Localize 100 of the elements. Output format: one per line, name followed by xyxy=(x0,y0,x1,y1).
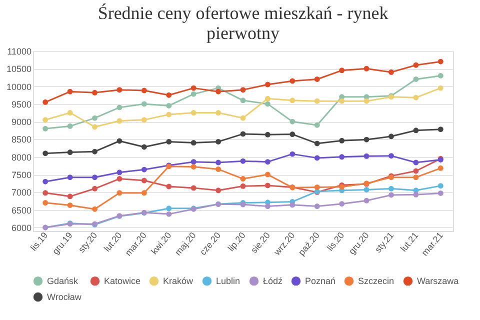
point xyxy=(216,160,222,166)
y-tick-label: 8500 xyxy=(11,134,32,145)
point xyxy=(67,123,73,129)
legend-label: Katowice xyxy=(104,276,141,286)
point xyxy=(264,82,270,88)
point xyxy=(67,174,73,180)
point xyxy=(314,155,320,161)
point xyxy=(116,87,122,93)
point xyxy=(166,206,172,212)
point xyxy=(67,202,73,208)
legend-label: Poznań xyxy=(305,276,336,286)
point xyxy=(339,154,345,160)
point xyxy=(141,190,147,196)
point xyxy=(190,85,196,91)
point xyxy=(42,99,48,105)
point xyxy=(92,115,98,121)
point xyxy=(438,165,444,171)
point xyxy=(141,144,147,150)
text: Średnie ceny ofertowe mieszkań - rynek xyxy=(98,3,388,23)
point xyxy=(364,136,370,142)
point xyxy=(290,132,296,138)
y-tick-label: 7000 xyxy=(11,188,32,198)
point xyxy=(116,118,122,124)
point xyxy=(240,176,246,182)
y-tick-label: 8000 xyxy=(11,152,32,162)
point xyxy=(413,160,419,166)
point xyxy=(314,184,320,190)
y-tick-label: 9000 xyxy=(11,117,32,128)
point xyxy=(364,153,370,159)
point xyxy=(190,159,196,165)
point xyxy=(290,202,296,208)
point xyxy=(240,98,246,104)
point xyxy=(438,126,444,132)
point xyxy=(264,132,270,138)
point xyxy=(413,168,419,174)
y-tick-label: 10500 xyxy=(6,64,32,74)
point xyxy=(141,166,147,172)
point xyxy=(67,194,73,200)
point xyxy=(190,164,196,170)
point xyxy=(42,150,48,156)
point xyxy=(364,186,370,192)
point xyxy=(438,85,444,91)
point xyxy=(166,138,172,144)
y-tick-label: 7500 xyxy=(11,170,32,180)
point xyxy=(67,110,73,116)
legend-label: Kraków xyxy=(163,276,194,286)
point xyxy=(92,148,98,154)
point xyxy=(264,182,270,188)
point xyxy=(190,91,196,97)
point xyxy=(290,118,296,124)
point xyxy=(264,159,270,165)
point xyxy=(42,200,48,206)
point xyxy=(314,140,320,146)
point xyxy=(116,170,122,176)
point xyxy=(116,176,122,182)
legend-label: Warszawa xyxy=(417,276,459,286)
legend-label: Wrocław xyxy=(47,292,82,302)
point xyxy=(190,185,196,191)
point xyxy=(388,192,394,198)
point xyxy=(216,188,222,194)
legend-label: Łódź xyxy=(263,276,284,286)
point xyxy=(240,158,246,164)
point xyxy=(438,58,444,64)
point xyxy=(190,110,196,116)
point xyxy=(42,117,48,123)
point xyxy=(240,115,246,121)
point xyxy=(438,72,444,78)
legend-label: Szczecin xyxy=(358,276,394,286)
point xyxy=(339,98,345,104)
point xyxy=(314,204,320,210)
point xyxy=(290,151,296,157)
point xyxy=(264,172,270,178)
point xyxy=(92,186,98,192)
point xyxy=(413,76,419,82)
point xyxy=(290,98,296,104)
point xyxy=(438,190,444,196)
point xyxy=(413,192,419,198)
point xyxy=(339,201,345,207)
point xyxy=(216,166,222,172)
point xyxy=(339,68,345,74)
point xyxy=(166,102,172,108)
point xyxy=(413,62,419,68)
point xyxy=(67,150,73,156)
point xyxy=(92,90,98,96)
point xyxy=(364,198,370,204)
point xyxy=(240,87,246,93)
point xyxy=(413,174,419,180)
point xyxy=(314,76,320,82)
point xyxy=(339,138,345,144)
point xyxy=(264,96,270,102)
point xyxy=(388,153,394,159)
point xyxy=(141,101,147,107)
point xyxy=(413,128,419,134)
text: pierwotny xyxy=(206,23,280,43)
point xyxy=(290,78,296,84)
point xyxy=(166,112,172,118)
point xyxy=(166,211,172,217)
point xyxy=(166,92,172,98)
point xyxy=(92,124,98,130)
point xyxy=(190,140,196,146)
